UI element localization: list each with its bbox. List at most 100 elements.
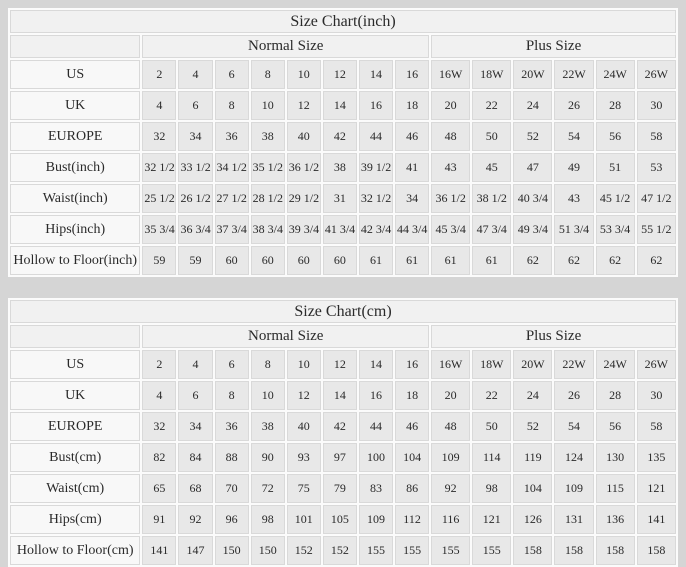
table-cell: 152: [286, 536, 321, 565]
table-cell: 60: [322, 246, 357, 275]
table-cell: 10: [286, 350, 321, 379]
row-label: Hips(cm): [10, 505, 141, 534]
table-cell: 119: [513, 443, 553, 472]
table-cell: 8: [250, 60, 285, 89]
table-cell: 42: [322, 412, 357, 441]
table-cell: 22W: [554, 350, 594, 379]
size-chart-page: Size Chart(inch) Normal Size Plus Size US 2 4…: [8, 8, 678, 567]
table-cell: 14: [322, 91, 357, 120]
table-cell: 72: [250, 474, 285, 503]
row-label: Waist(cm): [10, 474, 141, 503]
table-cell: 75: [286, 474, 321, 503]
table-cell: 39 1/2: [358, 153, 394, 182]
table-cell: 38: [250, 412, 285, 441]
table-cell: 38: [250, 122, 285, 151]
table-cell: 30: [636, 91, 676, 120]
table-cell: 141: [142, 536, 177, 565]
table-cell: 29 1/2: [286, 184, 321, 213]
table-cell: 56: [595, 122, 635, 151]
table-cell: 51: [595, 153, 635, 182]
table-cell: 105: [322, 505, 357, 534]
table-cell: 8: [214, 381, 249, 410]
table-cell: 147: [178, 536, 213, 565]
table-cell: 12: [286, 91, 321, 120]
table-cell: 28: [595, 381, 635, 410]
row-label: Hollow to Floor(cm): [10, 536, 141, 565]
table-row: Waist(inch) 25 1/2 26 1/2 27 1/2 28 1/2 29 1/…: [10, 184, 676, 213]
table-cell: 2: [142, 350, 177, 379]
table-cell: 141: [636, 505, 676, 534]
table-cell: 18: [395, 91, 430, 120]
table-cell: 52: [513, 412, 553, 441]
table-cell: 115: [595, 474, 635, 503]
table-cell: 158: [554, 536, 594, 565]
table-cell: 6: [214, 350, 249, 379]
table-cell: 136: [595, 505, 635, 534]
row-label: US: [10, 350, 141, 379]
table-cell: 82: [142, 443, 177, 472]
table-cell: 135: [636, 443, 676, 472]
table-cell: 60: [250, 246, 285, 275]
table-cell: 61: [431, 246, 471, 275]
row-label: Waist(inch): [10, 184, 141, 213]
table-cell: 38 3/4: [250, 215, 285, 244]
table-row: Bust(cm) 82 84 88 90 93 97 100 104 109 114 119 124 13…: [10, 443, 676, 472]
table-cell: 109: [431, 443, 471, 472]
table-cell: 45 3/4: [431, 215, 471, 244]
table-cell: 24W: [595, 350, 635, 379]
table-cell: 152: [322, 536, 357, 565]
table-cell: 150: [214, 536, 249, 565]
table-cell: 16: [395, 60, 430, 89]
table-cell: 70: [214, 474, 249, 503]
table-cell: 45: [472, 153, 512, 182]
table-cell: 44 3/4: [395, 215, 430, 244]
table-cell: 93: [286, 443, 321, 472]
table-cell: 16: [358, 91, 394, 120]
table-cell: 59: [142, 246, 177, 275]
row-label: Bust(inch): [10, 153, 141, 182]
table-cell: 20: [431, 381, 471, 410]
table-cell: 14: [358, 350, 394, 379]
table-cell: 4: [142, 91, 177, 120]
table-cell: 18: [395, 381, 430, 410]
column-group-row: Normal Size Plus Size: [10, 35, 676, 58]
table-cell: 12: [286, 381, 321, 410]
chart-title-row: Size Chart(inch): [10, 10, 676, 33]
table-cell: 47: [513, 153, 553, 182]
table-cell: 62: [513, 246, 553, 275]
table-row: EUROPE 32 34 36 38 40 42 44 46 48 50 52 54 56 58: [10, 412, 676, 441]
table-cell: 4: [142, 381, 177, 410]
table-cell: 59: [178, 246, 213, 275]
table-cell: 61: [395, 246, 430, 275]
table-cell: 47 3/4: [472, 215, 512, 244]
table-cell: 26W: [636, 60, 676, 89]
table-cell: 155: [472, 536, 512, 565]
table-cell: 40 3/4: [513, 184, 553, 213]
table-cell: 44: [358, 412, 394, 441]
table-cell: 31: [322, 184, 357, 213]
table-row: UK 4 6 8 10 12 14 16 18 20 22 24 26 28 30: [10, 381, 676, 410]
table-cell: 12: [322, 60, 357, 89]
table-cell: 32 1/2: [142, 153, 177, 182]
table-cell: 61: [358, 246, 394, 275]
table-cell: 34 1/2: [214, 153, 249, 182]
table-cell: 43: [431, 153, 471, 182]
table-cell: 53 3/4: [595, 215, 635, 244]
table-cell: 18W: [472, 350, 512, 379]
table-cell: 61: [472, 246, 512, 275]
table-cell: 62: [595, 246, 635, 275]
table-row: Bust(inch) 32 1/2 33 1/2 34 1/2 35 1/2 36 1/2…: [10, 153, 676, 182]
table-row: US 2 4 6 8 10 12 14 16 16W 18W 20W 22W 24W 26W: [10, 350, 676, 379]
table-cell: 26 1/2: [178, 184, 213, 213]
table-cell: 26W: [636, 350, 676, 379]
column-group-header: Normal Size: [142, 325, 430, 348]
table-cell: 36: [214, 122, 249, 151]
table-cell: 50: [472, 122, 512, 151]
chart-title: Size Chart(cm): [10, 300, 676, 323]
table-cell: 54: [554, 412, 594, 441]
table-row: EUROPE 32 34 36 38 40 42 44 46 48 50 52 54 56 58: [10, 122, 676, 151]
table-cell: 60: [214, 246, 249, 275]
table-cell: 2: [142, 60, 177, 89]
table-cell: 104: [513, 474, 553, 503]
table-cell: 18W: [472, 60, 512, 89]
